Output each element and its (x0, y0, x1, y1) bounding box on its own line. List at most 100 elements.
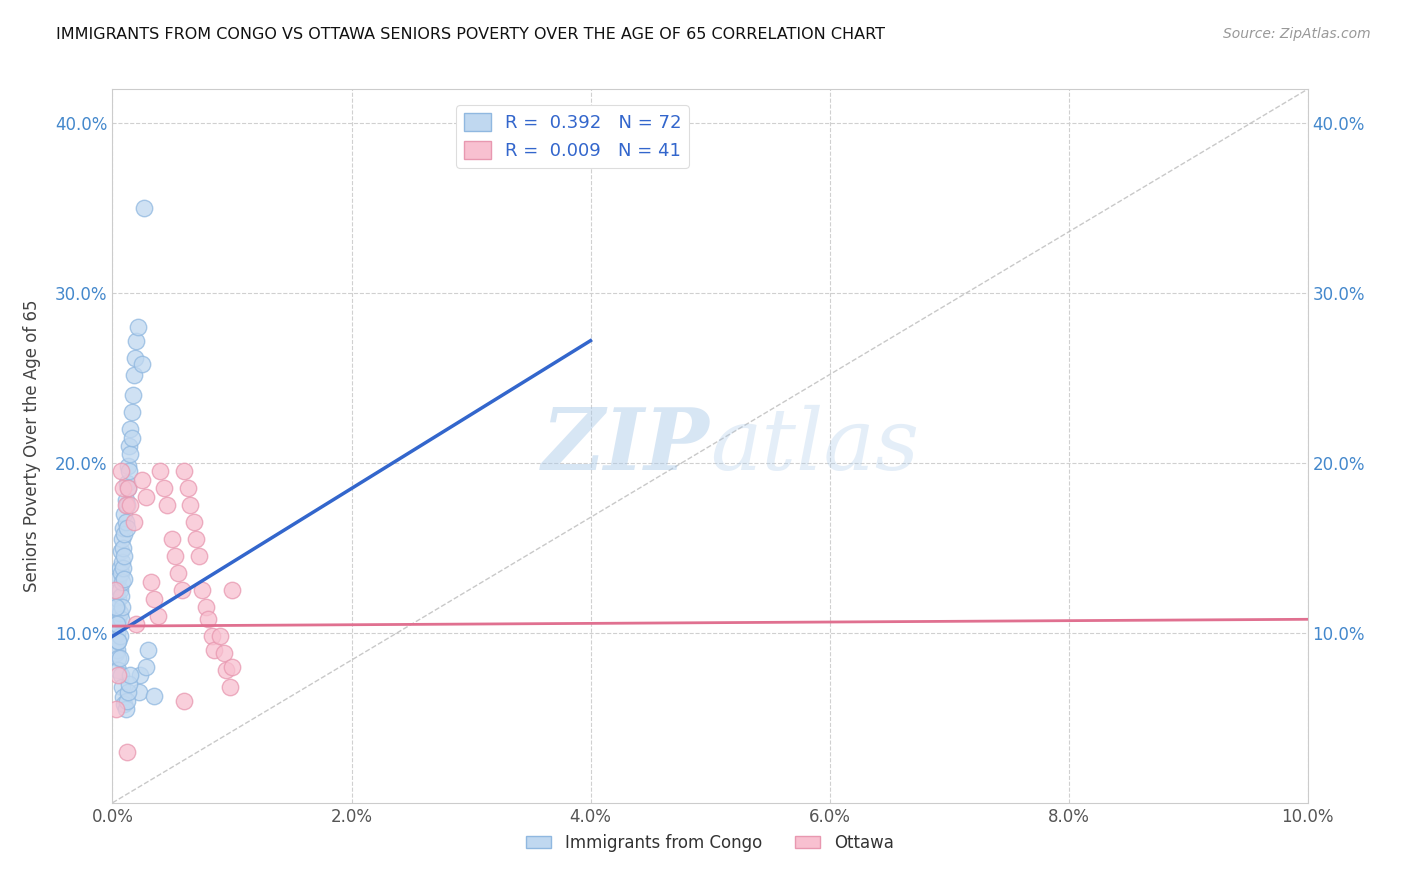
Point (135, 490, 157, 504)
Point (114, 527, 135, 541)
Point (107, 668, 129, 682)
Point (105, 600, 128, 615)
Point (117, 482, 139, 496)
Point (221, 583, 243, 598)
Point (122, 368, 145, 382)
Point (112, 541, 135, 555)
Point (125, 617, 148, 632)
Point (120, 499, 142, 513)
Point (114, 698, 135, 712)
Point (162, 533, 183, 547)
Point (104, 629, 127, 643)
Point (131, 473, 153, 487)
Point (201, 629, 224, 643)
Point (132, 201, 155, 215)
Point (115, 499, 138, 513)
Point (120, 448, 142, 462)
Point (131, 358, 153, 372)
Legend: Immigrants from Congo, Ottawa: Immigrants from Congo, Ottawa (520, 828, 900, 859)
Point (107, 634, 129, 648)
Point (128, 685, 150, 699)
Point (111, 574, 134, 589)
Point (110, 668, 132, 682)
Point (117, 482, 139, 496)
Point (197, 612, 219, 626)
Point (218, 680, 240, 694)
Point (173, 465, 195, 479)
Point (209, 629, 232, 643)
Point (110, 589, 132, 603)
Point (149, 465, 172, 479)
Point (186, 533, 208, 547)
Point (156, 499, 179, 513)
Point (107, 651, 129, 665)
Point (112, 482, 135, 496)
Point (107, 572, 129, 586)
Point (105, 617, 128, 632)
Point (118, 465, 141, 479)
Point (114, 702, 136, 716)
Point (111, 680, 134, 694)
Point (112, 690, 135, 705)
Point (118, 439, 141, 453)
Point (108, 583, 131, 598)
Point (114, 507, 135, 521)
Point (215, 663, 238, 677)
Point (114, 499, 136, 513)
Point (125, 334, 148, 348)
Y-axis label: Seniors Poverty Over the Age of 65: Seniors Poverty Over the Age of 65 (24, 300, 41, 592)
Point (105, 626, 128, 640)
Point (105, 643, 128, 657)
Point (105, 583, 128, 598)
Text: Source: ZipAtlas.com: Source: ZipAtlas.com (1223, 27, 1371, 41)
Point (173, 694, 195, 708)
Point (105, 600, 128, 615)
Point (110, 612, 132, 626)
Point (111, 533, 134, 547)
Point (118, 677, 141, 691)
Point (104, 583, 127, 598)
Point (194, 600, 217, 615)
Point (105, 646, 128, 660)
Point (163, 549, 186, 564)
Point (114, 549, 135, 564)
Point (177, 482, 200, 496)
Point (120, 668, 142, 682)
Point (117, 685, 139, 699)
Text: ZIP: ZIP (543, 404, 710, 488)
Point (143, 591, 166, 606)
Point (114, 493, 136, 508)
Point (117, 459, 139, 474)
Point (129, 668, 152, 682)
Point (115, 694, 138, 708)
Point (191, 583, 214, 598)
Point (108, 629, 131, 643)
Point (135, 660, 157, 674)
Point (202, 643, 225, 657)
Point (121, 405, 143, 419)
Point (104, 595, 127, 609)
Point (108, 561, 131, 575)
Point (221, 660, 243, 674)
Point (114, 516, 136, 530)
Point (107, 663, 129, 677)
Point (105, 617, 128, 632)
Point (110, 566, 132, 581)
Point (114, 572, 135, 586)
Point (108, 651, 131, 665)
Point (167, 566, 190, 581)
Point (179, 499, 201, 513)
Point (112, 561, 135, 575)
Point (143, 689, 166, 703)
Point (111, 555, 134, 569)
Point (138, 643, 160, 657)
Text: IMMIGRANTS FROM CONGO VS OTTAWA SENIORS POVERTY OVER THE AGE OF 65 CORRELATION C: IMMIGRANTS FROM CONGO VS OTTAWA SENIORS … (56, 27, 886, 42)
Point (124, 351, 146, 365)
Point (107, 634, 129, 648)
Point (105, 600, 128, 615)
Point (112, 520, 135, 534)
Point (153, 482, 176, 496)
Point (107, 612, 129, 626)
Point (122, 516, 145, 530)
Point (212, 646, 235, 660)
